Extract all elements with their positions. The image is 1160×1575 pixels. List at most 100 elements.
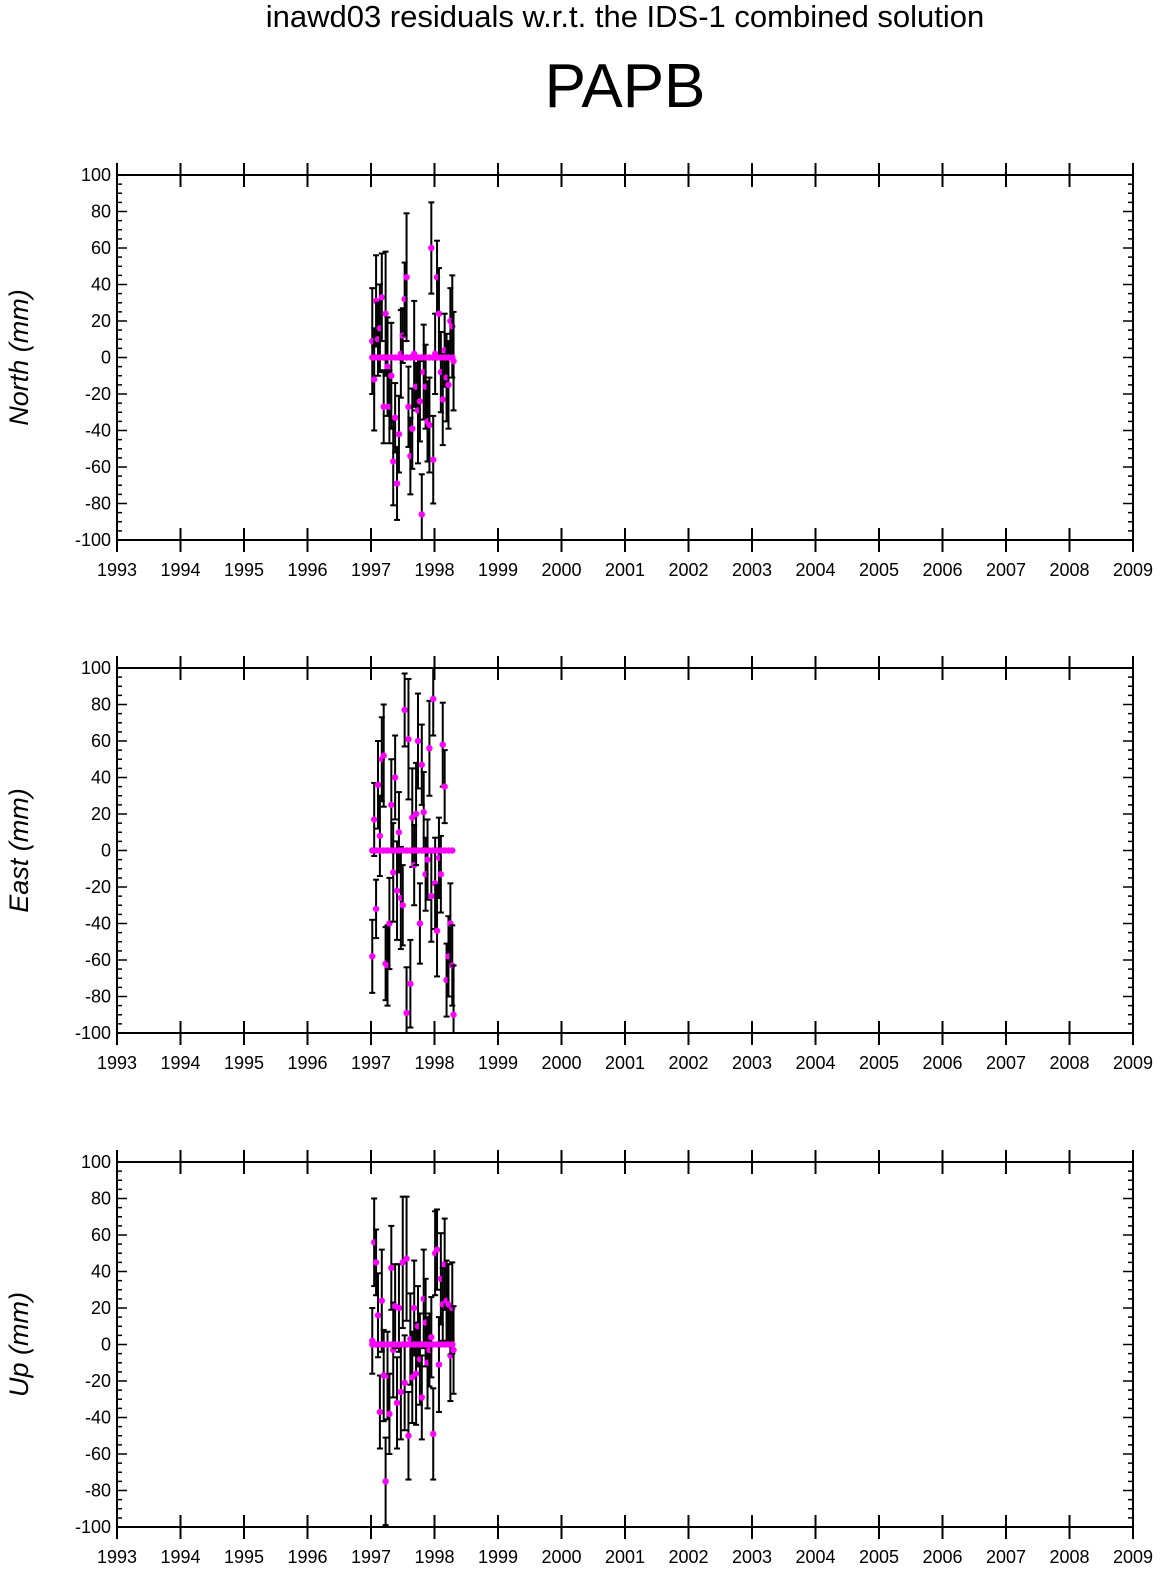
x-tick-label: 1998 bbox=[414, 1053, 454, 1073]
x-tick-label: 1994 bbox=[160, 1547, 200, 1567]
y-tick-label: -100 bbox=[75, 1023, 111, 1043]
data-point bbox=[388, 801, 395, 809]
data-point bbox=[433, 1246, 441, 1253]
x-tick-label: 1993 bbox=[97, 560, 137, 580]
data-point bbox=[376, 832, 384, 840]
x-tick-label: 2004 bbox=[795, 560, 835, 580]
y-tick-label: 60 bbox=[91, 731, 111, 751]
y-tick-label: 60 bbox=[91, 1225, 111, 1245]
panel-east: 1993 1994 1995 1996 1997 1998 1999 2000 2001 2002… bbox=[4, 656, 1153, 1073]
x-tick-label: 1996 bbox=[287, 1547, 327, 1567]
data-point bbox=[403, 1255, 410, 1262]
data-point bbox=[428, 1334, 435, 1341]
data-point bbox=[378, 294, 385, 301]
data-point bbox=[401, 1379, 408, 1387]
data-point bbox=[386, 1410, 393, 1418]
y-tick-label: 0 bbox=[101, 348, 111, 368]
data-point bbox=[393, 480, 401, 487]
plot-frame-up bbox=[116, 1161, 1134, 1528]
y-tick-label: -20 bbox=[85, 384, 111, 404]
data-point bbox=[393, 887, 401, 894]
data-point bbox=[403, 274, 410, 281]
data-point bbox=[395, 829, 403, 836]
data-point bbox=[405, 735, 412, 743]
data-point bbox=[450, 1011, 457, 1018]
y-tick-label: 20 bbox=[91, 1298, 111, 1318]
y-tick-label: 0 bbox=[101, 1335, 111, 1355]
x-tick-label: 2000 bbox=[541, 560, 581, 580]
x-tick-label: 1995 bbox=[224, 1053, 264, 1073]
data-point bbox=[401, 706, 408, 714]
x-tick-label: 1999 bbox=[478, 560, 518, 580]
x-tick-label: 2003 bbox=[732, 1053, 772, 1073]
x-tick-label: 2001 bbox=[605, 1053, 645, 1073]
data-point bbox=[428, 244, 435, 252]
data-point bbox=[369, 953, 376, 960]
data-point bbox=[426, 745, 433, 752]
x-tick-label: 2007 bbox=[986, 1547, 1026, 1567]
data-point bbox=[390, 869, 397, 876]
y-axis-label-north: North (mm) bbox=[4, 289, 34, 426]
y-tick-label: 100 bbox=[81, 658, 111, 678]
x-tick-label: 2005 bbox=[859, 1053, 899, 1073]
x-tick-label: 1999 bbox=[478, 1547, 518, 1567]
x-tick-label: 2007 bbox=[986, 560, 1026, 580]
x-tick-label: 2005 bbox=[859, 1547, 899, 1567]
panel-north: 1993 1994 1995 1996 1997 1998 1999 2000 2001 2002… bbox=[4, 163, 1153, 580]
data-point bbox=[441, 783, 448, 790]
y-tick-label: -40 bbox=[85, 914, 111, 934]
y-tick-label: -80 bbox=[85, 494, 111, 514]
data-point bbox=[439, 396, 446, 403]
x-tick-label: 2006 bbox=[922, 1053, 962, 1073]
y-tick-label: -60 bbox=[85, 1444, 111, 1464]
x-tick-label: 2001 bbox=[605, 1547, 645, 1567]
data-point bbox=[382, 310, 389, 317]
data-point bbox=[449, 1341, 456, 1348]
x-tick-label: 1999 bbox=[478, 1053, 518, 1073]
y-tick-label: -80 bbox=[85, 987, 111, 1007]
data-point bbox=[416, 920, 424, 927]
x-tick-label: 1993 bbox=[97, 1053, 137, 1073]
y-tick-label: -20 bbox=[85, 877, 111, 897]
data-point bbox=[395, 1304, 403, 1312]
x-tick-label: 2008 bbox=[1049, 1053, 1089, 1073]
x-tick-label: 2004 bbox=[795, 1053, 835, 1073]
data-point bbox=[409, 425, 416, 432]
data-point bbox=[414, 737, 422, 745]
y-tick-label: -80 bbox=[85, 1481, 111, 1501]
x-tick-label: 2007 bbox=[986, 1053, 1026, 1073]
data-point bbox=[424, 856, 431, 863]
data-point bbox=[380, 752, 387, 759]
x-tick-label: 1996 bbox=[287, 560, 327, 580]
y-tick-label: 60 bbox=[91, 238, 111, 258]
data-point bbox=[430, 1430, 437, 1438]
x-tick-label: 2000 bbox=[541, 1053, 581, 1073]
x-tick-label: 1997 bbox=[351, 1053, 391, 1073]
data-point bbox=[418, 1394, 425, 1401]
data-point bbox=[449, 847, 456, 854]
data-point bbox=[372, 905, 380, 913]
data-point bbox=[428, 892, 435, 900]
data-point bbox=[437, 871, 445, 878]
x-tick-label: 2003 bbox=[732, 1547, 772, 1567]
x-tick-label: 2004 bbox=[795, 1547, 835, 1567]
data-point bbox=[412, 810, 420, 818]
data-point bbox=[391, 414, 399, 421]
data-point bbox=[405, 1432, 412, 1439]
data-point bbox=[388, 372, 395, 379]
data-point bbox=[395, 430, 403, 438]
y-tick-label: 20 bbox=[91, 804, 111, 824]
data-point bbox=[388, 1264, 395, 1272]
data-point bbox=[435, 1361, 443, 1368]
data-point bbox=[435, 310, 443, 317]
x-tick-label: 2002 bbox=[668, 560, 708, 580]
y-tick-label: 80 bbox=[91, 1189, 111, 1209]
data-point bbox=[430, 695, 437, 703]
y-tick-label: 0 bbox=[101, 841, 111, 861]
x-tick-label: 2009 bbox=[1113, 560, 1153, 580]
data-point bbox=[370, 816, 378, 823]
data-point bbox=[372, 1259, 380, 1266]
y-tick-label: -60 bbox=[85, 950, 111, 970]
y-tick-label: -40 bbox=[85, 421, 111, 441]
data-point bbox=[390, 458, 397, 465]
